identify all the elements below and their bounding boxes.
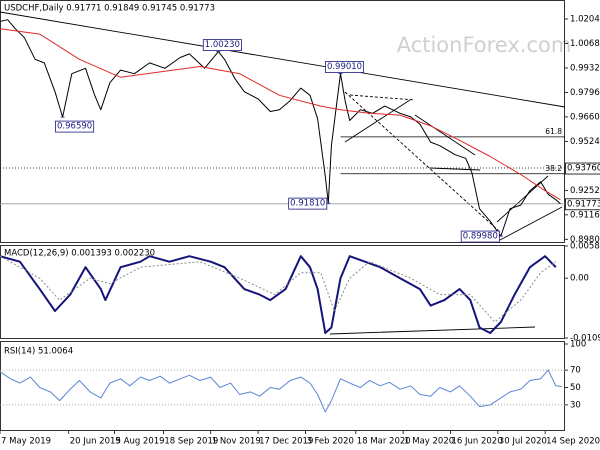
y-tick-label: 100 bbox=[570, 340, 586, 350]
annotation-label: 1.00230 bbox=[205, 40, 240, 50]
trend-line bbox=[0, 11, 566, 108]
rsi-panel bbox=[0, 341, 565, 431]
series-line bbox=[0, 28, 561, 201]
watermark: ActionForex.com bbox=[397, 33, 572, 57]
series-line bbox=[0, 369, 562, 413]
channel-line bbox=[499, 206, 563, 241]
channel-line bbox=[349, 94, 416, 101]
fib-label: 38.2 bbox=[545, 164, 562, 173]
x-tick-label: 1 May 2020 bbox=[404, 437, 454, 447]
annotation-label: 0.91810 bbox=[290, 199, 325, 209]
panel-title: RSI(14) 51.0064 bbox=[4, 347, 73, 357]
series-line bbox=[0, 19, 561, 237]
annotation-label: 0.89980 bbox=[463, 232, 498, 242]
channel-line bbox=[414, 114, 476, 156]
label-box bbox=[288, 197, 328, 210]
label-box bbox=[460, 230, 500, 243]
macd-panel bbox=[0, 245, 565, 339]
y-tick-label: -0.010918 bbox=[570, 334, 600, 344]
series-line bbox=[0, 255, 557, 323]
series-line bbox=[0, 255, 557, 334]
x-tick-label: 16 Jun 2020 bbox=[451, 437, 502, 447]
macd-trend-line bbox=[329, 326, 536, 335]
label-box bbox=[325, 61, 365, 73]
channel-line bbox=[344, 99, 411, 143]
label-box bbox=[565, 198, 600, 211]
y-tick-label: 30 bbox=[570, 400, 581, 410]
x-tick-label: 7 May 2019 bbox=[1, 437, 51, 447]
level-label: 0.93760 bbox=[567, 164, 600, 174]
channel-line bbox=[429, 167, 481, 171]
panel-title: MACD(12,26,9) 0.001393 0.002230 bbox=[4, 249, 155, 259]
x-tick-label: 1 Nov 2019 bbox=[212, 437, 261, 447]
channel-line bbox=[496, 175, 549, 223]
annotation-label: 0.99010 bbox=[327, 62, 362, 72]
x-tick-label: 3 Feb 2020 bbox=[306, 437, 354, 447]
y-tick-label: 50 bbox=[570, 383, 581, 393]
y-tick-label: 1.02040 bbox=[570, 14, 600, 24]
y-tick-label: 70 bbox=[570, 366, 581, 376]
x-tick-label: 20 Jun 2019 bbox=[70, 437, 121, 447]
x-tick-label: 30 Jul 2020 bbox=[499, 437, 547, 447]
price-panel bbox=[0, 0, 565, 243]
y-tick-label: 0.00 bbox=[570, 274, 589, 284]
label-box bbox=[565, 162, 600, 175]
annotation-label: 0.96590 bbox=[57, 122, 92, 132]
x-tick-label: 5 Aug 2019 bbox=[116, 437, 165, 447]
x-tick-label: 14 Sep 2020 bbox=[546, 437, 600, 447]
y-tick-label: 0.005868 bbox=[570, 242, 600, 252]
current-price-label: 0.91773 bbox=[567, 199, 600, 209]
x-tick-label: 17 Dec 2019 bbox=[259, 437, 313, 447]
x-tick-label: 18 Sep 2019 bbox=[164, 437, 218, 447]
label-box bbox=[55, 120, 95, 133]
x-tick-label: 18 Mar 2020 bbox=[357, 437, 411, 447]
label-box bbox=[202, 39, 242, 51]
fib-label: 61.8 bbox=[545, 127, 562, 136]
panel-title: USDCHF,Daily 0.91771 0.91849 0.91745 0.9… bbox=[4, 4, 215, 14]
